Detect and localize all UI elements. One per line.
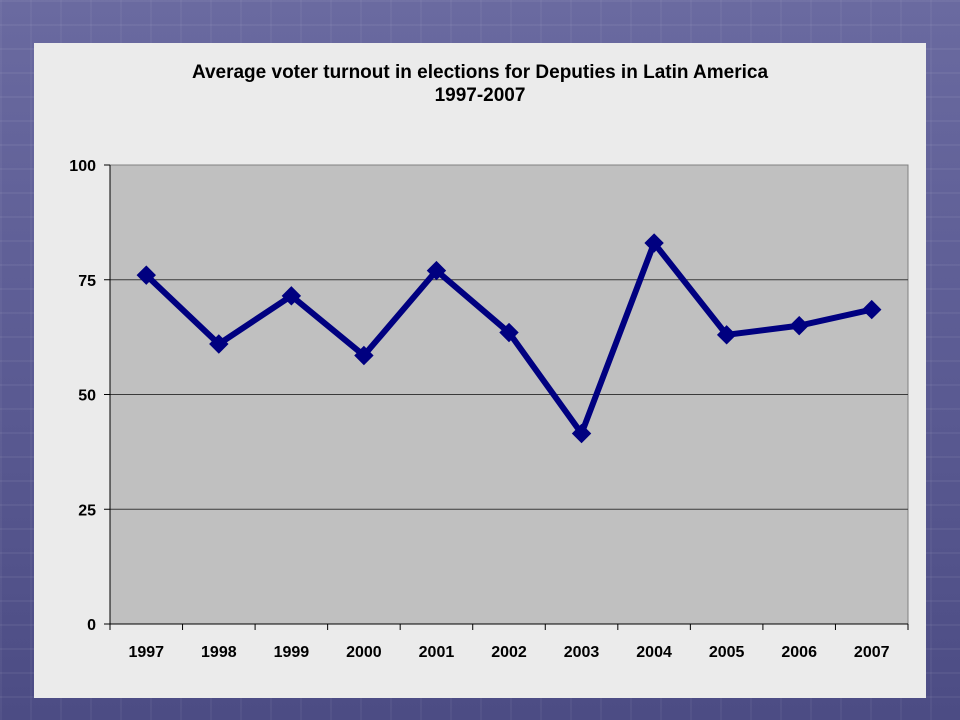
x-tick-label: 2006 — [781, 644, 817, 661]
x-tick-label: 2002 — [491, 644, 527, 661]
gridlines — [110, 279, 908, 510]
data-point-marker — [426, 260, 447, 281]
x-tick-label: 1999 — [274, 644, 310, 661]
data-point-marker — [281, 286, 302, 306]
y-tick-label: 0 — [87, 617, 96, 634]
y-tick-label: 50 — [78, 388, 96, 405]
x-tick-label: 1998 — [201, 644, 237, 661]
data-point-marker — [716, 325, 737, 345]
y-tick-label: 25 — [78, 502, 96, 519]
x-tick-label: 2000 — [346, 644, 382, 661]
data-point-marker — [354, 345, 374, 366]
chart-title: Average voter turnout in elections for D… — [191, 62, 769, 83]
axes: 0 25 50 75 100 1997 1998 1999 2000 2001 2002 2003 20… — [69, 158, 909, 661]
data-point-marker — [571, 423, 592, 444]
x-tick-label: 2007 — [854, 644, 890, 661]
chart-panel: Average voter turnout in elections for D… — [34, 43, 926, 698]
chart-title-block: Average voter turnout in elections for D… — [34, 61, 926, 107]
x-tick-label: 1997 — [128, 644, 164, 661]
x-tick-label: 2004 — [636, 644, 672, 661]
y-tick-label: 100 — [69, 158, 96, 175]
data-point-marker — [644, 233, 664, 253]
y-tick-label: 75 — [78, 273, 96, 290]
chart-subtitle: 1997-2007 — [434, 85, 526, 106]
line-chart: 0 25 50 75 100 1997 1998 1999 2000 2001 2002 2003 20… — [69, 158, 909, 661]
x-tick-label: 2001 — [419, 644, 455, 661]
x-tick-label: 2005 — [709, 644, 745, 661]
data-point-marker — [136, 265, 156, 285]
data-point-marker — [862, 299, 882, 320]
data-point-marker — [499, 322, 519, 343]
data-point-marker — [789, 315, 809, 336]
x-tick-label: 2003 — [564, 644, 600, 661]
data-point-marker — [209, 334, 229, 354]
series-layer — [136, 233, 882, 444]
